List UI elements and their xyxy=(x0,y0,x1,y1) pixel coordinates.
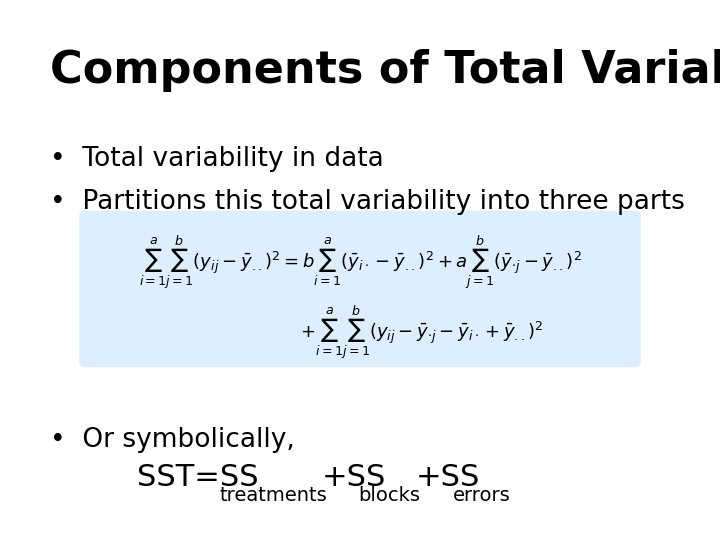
Text: $+ \sum_{i=1}^{a}\sum_{j=1}^{b}(y_{ij}-\bar{y}_{\cdot j}-\bar{y}_{i\cdot}+\bar{y: $+ \sum_{i=1}^{a}\sum_{j=1}^{b}(y_{ij}-\… xyxy=(300,303,543,361)
Text: •  Total variability in data: • Total variability in data xyxy=(50,146,384,172)
Text: blocks: blocks xyxy=(359,486,420,505)
Text: +SS: +SS xyxy=(416,463,480,492)
Text: $\sum_{i=1}^{a}\sum_{j=1}^{b}(y_{ij}-\bar{y}_{..})^2 = b\sum_{i=1}^{a}(\bar{y}_{: $\sum_{i=1}^{a}\sum_{j=1}^{b}(y_{ij}-\ba… xyxy=(139,233,581,291)
Text: treatments: treatments xyxy=(220,486,328,505)
Text: +SS: +SS xyxy=(322,463,386,492)
Text: •  Partitions this total variability into three parts: • Partitions this total variability into… xyxy=(50,189,685,215)
Text: SST=SS: SST=SS xyxy=(137,463,258,492)
FancyBboxPatch shape xyxy=(79,211,641,367)
Text: errors: errors xyxy=(453,486,510,505)
Text: •  Or symbolically,: • Or symbolically, xyxy=(50,427,295,453)
Text: Components of Total Variability: Components of Total Variability xyxy=(50,49,720,92)
